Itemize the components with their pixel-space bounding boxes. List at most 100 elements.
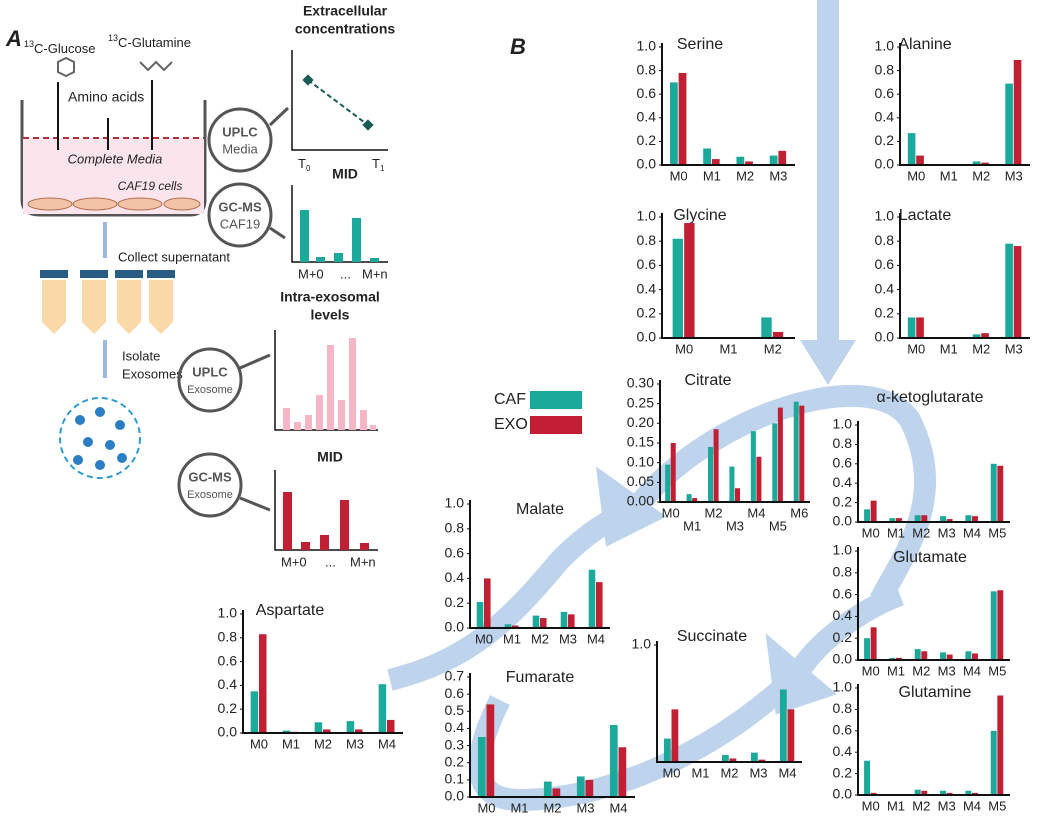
x-tick-label: M2 [314,736,332,751]
x-tick-label: M6 [790,505,808,520]
y-tick-label: 0.20 [627,414,654,430]
x-tick-label: M3 [769,168,787,183]
x-tick-label: M3 [749,765,767,780]
x-tick-label: M2 [720,765,738,780]
bar [692,498,698,502]
media-label: Complete Media [68,151,163,166]
intra-title: Intra-exosomal [280,289,380,305]
x-tick-label: M0 [862,798,880,813]
chart-title: Fumarate [506,669,575,686]
bar [896,518,902,522]
bar [672,238,684,338]
bar [940,652,947,660]
x-tick-label: M4 [747,505,765,520]
y-tick-label: 0.4 [833,743,853,759]
bar [916,155,924,165]
x-tick-label: M0 [670,168,688,183]
bar [965,515,972,522]
x-tick-label: M2 [972,341,990,356]
x-tick-label: M4 [963,663,981,678]
gcms-circle [207,182,273,248]
y-tick-label: 0.6 [637,256,657,272]
y-tick-label: 0.3 [445,736,465,752]
bar [756,456,762,502]
bar [721,754,729,762]
x-tick-label: M1 [691,765,709,780]
point [362,119,374,131]
bar [568,614,575,628]
y-tick-label: 0.8 [833,435,853,451]
bar [787,709,795,762]
bar [745,161,753,165]
x-tick-label: M2 [912,798,930,813]
exosome-pool [59,397,141,479]
y-tick-label: 1.0 [833,542,853,558]
x-tick-label: M3 [938,525,956,540]
y-tick-label: 0.2 [833,764,853,780]
y-tick-label: 0.4 [637,109,657,125]
gcms-label: GC-MS [218,199,262,214]
y-tick-label: 0.8 [637,232,657,248]
y-tick-label: 0.25 [627,394,654,410]
bar [870,500,877,522]
x-tick-label: M0 [907,168,925,183]
gcms-sub: CAF19 [220,216,260,231]
bar [972,334,981,338]
x-tick-label: M4 [609,800,627,815]
y-tick-label: 0.5 [445,702,465,718]
y-tick-label: 0.05 [627,473,654,489]
bar [997,465,1004,522]
bar [965,790,972,795]
t0: T0 [298,156,311,173]
y-tick-label: 1.0 [875,38,895,54]
y-tick-label: 0.7 [445,668,465,684]
bar [729,466,735,502]
y-tick-label: 0.0 [637,156,657,172]
gcms-sub: Exosome [187,489,233,501]
y-tick-label: 0.2 [445,594,465,610]
x-tick-label: M1 [719,341,737,356]
bar [670,443,676,502]
bar [618,747,627,797]
point [302,74,314,86]
uplc-sub: Media [222,141,258,156]
y-tick-label: 0.1 [445,771,465,787]
tubes [40,270,175,334]
trend [307,79,369,126]
uplc-label: UPLC [222,124,258,139]
y-tick-label: 0.0 [218,724,238,740]
mid-left: M+0 [298,266,324,281]
x-tick-label: M4 [963,525,981,540]
y-tick-label: 0.10 [627,453,654,469]
bar [486,704,495,797]
bar [990,463,997,522]
legend-swatch [530,416,582,434]
bar [323,729,331,733]
x-tick-label: M1 [510,800,528,815]
bar [663,738,671,762]
chart-title: Serine [677,36,723,53]
uplc-sub: Exosome [187,384,233,396]
bar [793,401,799,502]
flow-arrows [387,0,937,812]
t1: T1 [372,156,385,173]
x-tick-label: M3 [1005,341,1023,356]
y-tick-label: 0.4 [445,569,465,585]
y-tick-label: 0.6 [833,722,853,738]
y-tick-label: 0.2 [875,305,895,321]
x-tick-label: M0 [250,736,268,751]
y-tick-label: 1.0 [218,605,238,621]
bar [484,578,491,628]
bar [1005,83,1013,165]
bar [552,788,561,797]
bar [870,792,877,795]
bar [914,789,921,795]
x-tick-label: M5 [988,663,1006,678]
bar [997,695,1004,795]
extracellular-title: concentrations [295,21,396,37]
bar [921,790,928,795]
bar [735,488,741,502]
bar [940,790,947,795]
bar [387,719,395,733]
collect-label: Collect supernatant [118,249,230,264]
